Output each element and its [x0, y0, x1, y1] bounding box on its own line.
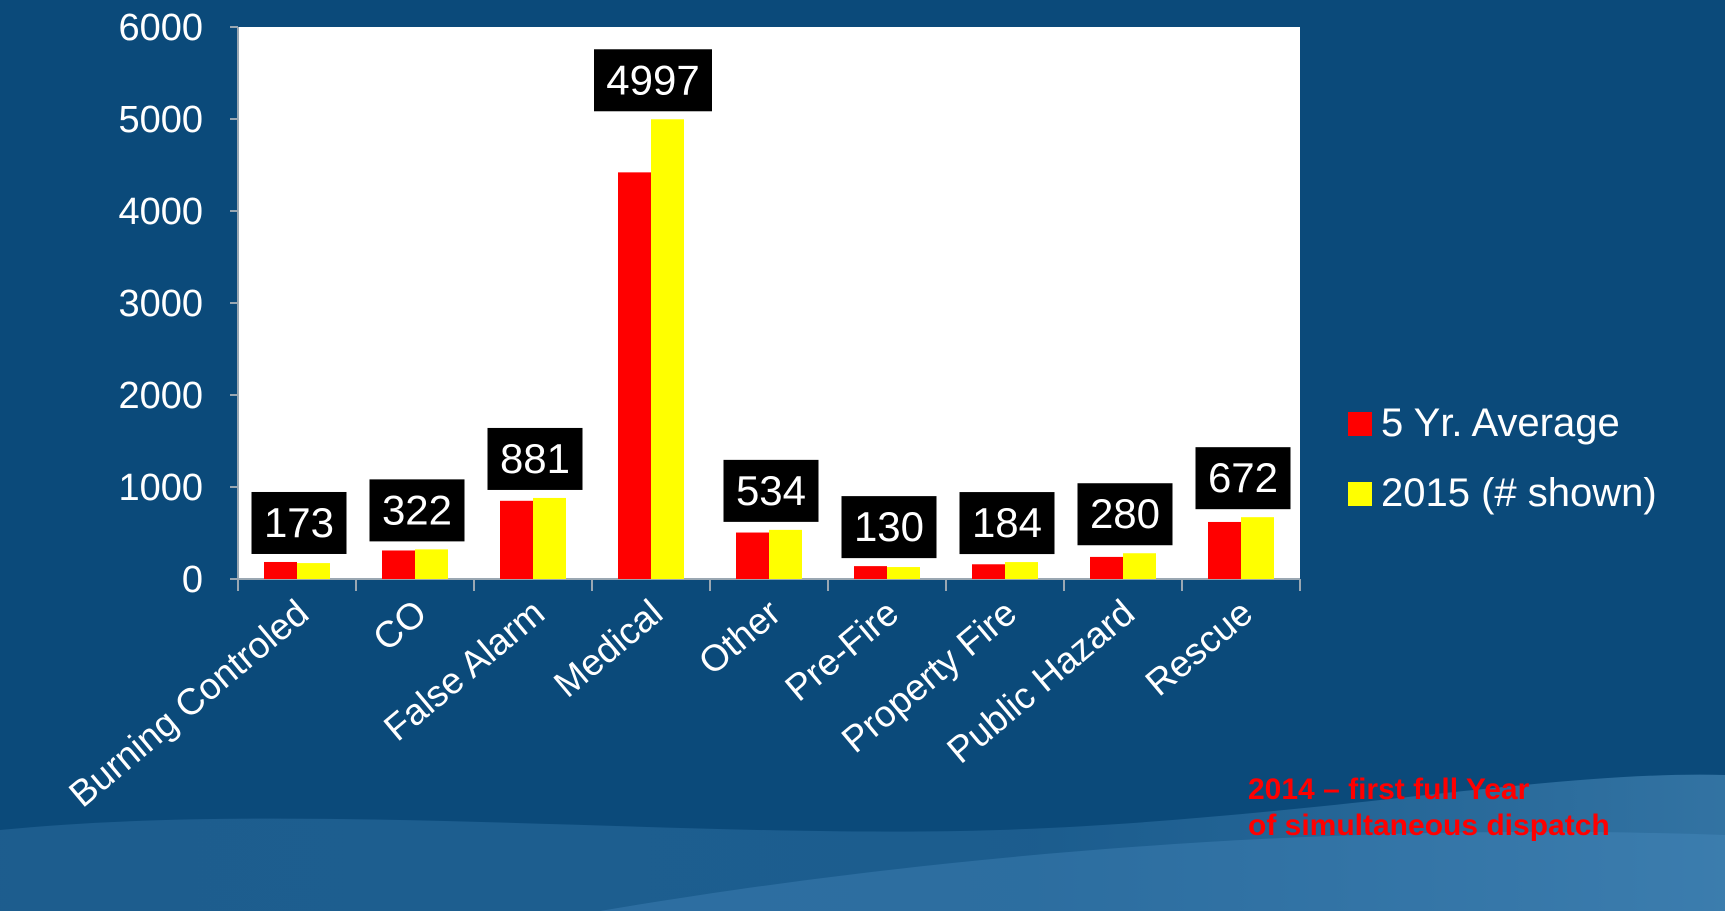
legend-swatch-5yr-average [1348, 412, 1372, 436]
data-label: 130 [854, 503, 924, 550]
legend-label-2015: 2015 (# shown) [1381, 471, 1657, 515]
data-label: 280 [1090, 490, 1160, 537]
y-tick-label: 1000 [118, 467, 203, 509]
bar-5yr-average [854, 566, 887, 579]
bar-5yr-average [500, 501, 533, 579]
bar-2015 [1123, 553, 1156, 579]
y-tick-label: 2000 [118, 375, 203, 417]
legend-swatch-2015 [1348, 482, 1372, 506]
data-label: 173 [264, 499, 334, 546]
bar-2015 [651, 119, 684, 579]
bar-2015 [769, 530, 802, 579]
data-label: 534 [736, 467, 806, 514]
bar-2015 [1005, 562, 1038, 579]
data-label: 4997 [606, 56, 699, 103]
note-line-2: of simultaneous dispatch [1248, 808, 1718, 844]
data-label: 672 [1208, 454, 1278, 501]
y-tick-label: 0 [182, 559, 203, 601]
y-tick-label: 3000 [118, 283, 203, 325]
legend-label-5yr-average: 5 Yr. Average [1381, 401, 1620, 445]
bar-2015 [415, 549, 448, 579]
bar-2015 [1241, 517, 1274, 579]
bar-2015 [887, 567, 920, 579]
bar-2015 [297, 563, 330, 579]
data-label: 322 [382, 486, 452, 533]
bar-5yr-average [1208, 522, 1241, 579]
x-category-label: Other [691, 592, 788, 683]
bar-5yr-average [618, 172, 651, 579]
x-category-label: CO [365, 592, 434, 659]
x-category-label: Medical [546, 592, 670, 705]
bar-5yr-average [264, 562, 297, 579]
y-tick-label: 5000 [118, 99, 203, 141]
bar-5yr-average [736, 533, 769, 579]
bar-5yr-average [972, 564, 1005, 579]
x-category-label: Burning Controled [61, 592, 316, 815]
data-label: 881 [500, 435, 570, 482]
dispatch-note: 2014 – first full Year of simultaneous d… [1248, 772, 1718, 844]
y-tick-label: 6000 [118, 7, 203, 49]
bar-2015 [533, 498, 566, 579]
note-line-1: 2014 – first full Year [1248, 772, 1718, 808]
bar-5yr-average [1090, 557, 1123, 579]
bar-5yr-average [382, 550, 415, 579]
x-category-label: Rescue [1138, 592, 1260, 704]
y-tick-label: 4000 [118, 191, 203, 233]
data-label: 184 [972, 499, 1042, 546]
